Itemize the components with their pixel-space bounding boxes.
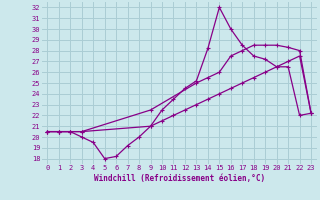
X-axis label: Windchill (Refroidissement éolien,°C): Windchill (Refroidissement éolien,°C)	[94, 174, 265, 183]
